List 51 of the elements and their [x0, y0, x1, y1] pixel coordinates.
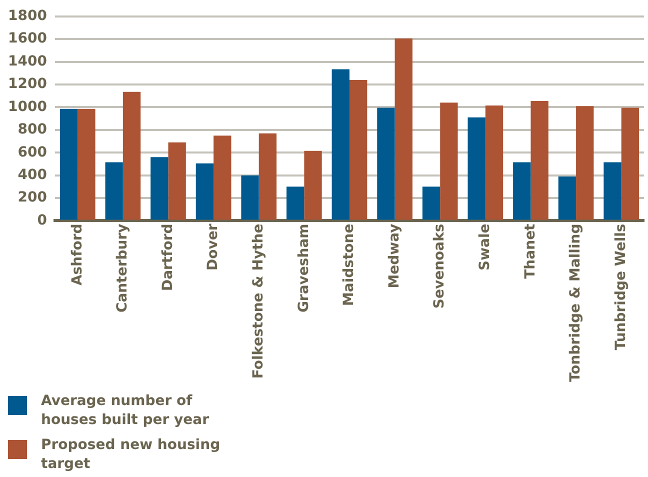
bar: [604, 162, 622, 220]
bar: [196, 163, 214, 220]
bar: [485, 106, 504, 220]
bar: [422, 186, 440, 220]
bar: [258, 133, 277, 220]
legend-label: Average number of houses built per year: [41, 392, 210, 430]
y-tick-label: 600: [18, 144, 48, 160]
y-tick-label: 200: [18, 190, 48, 206]
bar: [150, 157, 168, 220]
x-tick-label: Medway: [386, 224, 402, 288]
bar: [377, 108, 395, 220]
bar: [122, 92, 141, 220]
bar: [530, 100, 548, 220]
y-tick-label: 1800: [8, 8, 48, 24]
x-tick-label: Dartford: [160, 224, 176, 292]
bar: [468, 117, 486, 220]
y-tick-label: 1200: [8, 76, 48, 92]
bar: [286, 186, 304, 220]
y-tick-label: 400: [18, 166, 48, 183]
x-tick-label: Tunbridge Wells: [612, 224, 629, 350]
x-tick-label: Gravesham: [296, 224, 312, 313]
x-tick-label: Sevenoaks: [432, 224, 448, 309]
x-tick-label: Swale: [477, 224, 494, 271]
bar: [440, 102, 458, 220]
y-tick-label: 800: [18, 122, 48, 138]
y-tick-label: 0: [37, 212, 48, 228]
x-tick-label: Canterbury: [114, 224, 131, 313]
x-tick-label: Tonbridge & Malling: [568, 224, 584, 382]
legend-label: Proposed new housing target: [41, 436, 222, 474]
bar: [105, 162, 123, 220]
x-tick-label: Ashford: [69, 224, 86, 286]
x-tick-label: Maidstone: [341, 224, 358, 306]
bar: [621, 108, 640, 220]
x-tick-label: Thanet: [522, 223, 538, 279]
bar: [558, 176, 576, 220]
y-tick-label: 1400: [8, 53, 48, 70]
bar: [168, 142, 186, 220]
bar: [513, 162, 531, 220]
bar: [332, 69, 350, 220]
bar: [576, 106, 594, 220]
bar: [214, 136, 232, 220]
x-tick-label: Dover: [205, 224, 222, 271]
bar: [394, 38, 412, 220]
bar: [78, 108, 96, 220]
bar: [241, 175, 259, 220]
bar: [349, 80, 368, 220]
x-tick-label: Folkestone & Hythe: [250, 224, 266, 379]
bar: [60, 108, 78, 220]
y-tick-label: 1600: [8, 30, 48, 47]
bar: [304, 150, 322, 220]
y-tick-label: 1000: [8, 98, 48, 115]
